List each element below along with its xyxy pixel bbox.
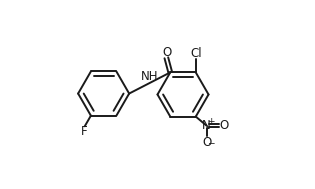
Text: O: O — [219, 119, 228, 132]
Text: N: N — [202, 119, 211, 132]
Text: Cl: Cl — [190, 47, 202, 60]
Text: O: O — [162, 46, 171, 59]
Text: NH: NH — [141, 70, 158, 83]
Text: −: − — [207, 138, 215, 147]
Text: +: + — [207, 117, 215, 126]
Text: F: F — [80, 125, 87, 138]
Text: O: O — [202, 136, 211, 149]
